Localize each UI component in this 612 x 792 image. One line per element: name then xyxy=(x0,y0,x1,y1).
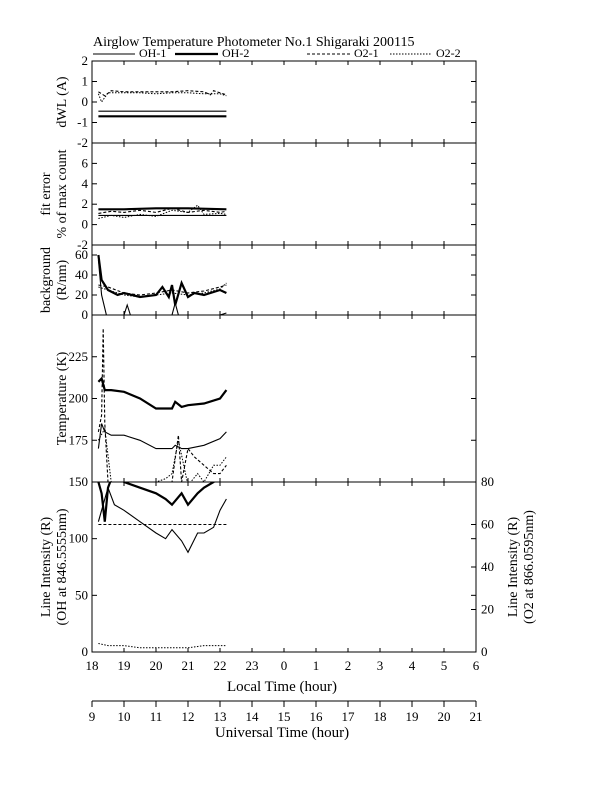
y-tick-label-dwl: -2 xyxy=(77,135,88,150)
y-label2-fit-error: % of max count xyxy=(55,149,70,238)
y-tick-label-dwl: 2 xyxy=(82,53,89,68)
series-line-intensity-o2-2 xyxy=(98,643,227,649)
x-tick-label-local: 6 xyxy=(473,658,480,673)
x-tick-label-local: 1 xyxy=(313,658,320,673)
x-tick-label-ut: 13 xyxy=(214,709,227,724)
legend: OH-1 OH-2 O2-1 O2-2 xyxy=(93,46,461,60)
y-tick-label-temperature: 175 xyxy=(69,432,89,447)
x-tick-label-local: 4 xyxy=(409,658,416,673)
series-fit-error-oh-2 xyxy=(98,207,227,211)
x-label-ut: Universal Time (hour) xyxy=(215,725,349,741)
panel-frame-temperature xyxy=(91,314,477,483)
x-axes: 18 19 20 21 22 23 0 1 2 3 4 5 69 10 11 12 13 14 15 16 17 18 19… xyxy=(86,658,483,724)
series-temperature-o2-1 xyxy=(97,328,227,482)
y-label-fit-error: fit error xyxy=(39,172,54,215)
x-tick-label-ut: 17 xyxy=(342,709,356,724)
legend-label-oh-2: OH-2 xyxy=(222,46,249,60)
y-tick-label-right-line-intensity: 80 xyxy=(481,474,494,489)
y-tick-label-fit-error: -2 xyxy=(77,237,88,252)
y-label-background: background xyxy=(39,247,54,313)
series-temperature-oh-1 xyxy=(97,423,227,450)
panel-frame-dwl xyxy=(91,60,477,144)
series-line-intensity-oh-2 xyxy=(97,482,215,522)
x-tick-label-local: 18 xyxy=(86,658,99,673)
y-tick-label-background: 40 xyxy=(75,267,88,282)
series-fit-error-o2-1 xyxy=(98,207,227,214)
y-label-right-line-intensity: Line Intensity (R) xyxy=(506,517,521,618)
legend-label-o2-2: O2-2 xyxy=(436,46,461,60)
y-tick-label-dwl: -1 xyxy=(77,115,88,130)
x-tick-label-local: 20 xyxy=(150,658,163,673)
x-tick-label-ut: 9 xyxy=(89,709,96,724)
x-tick-label-local: 19 xyxy=(118,658,131,673)
y-tick-label-right-line-intensity: 20 xyxy=(481,602,494,617)
y-tick-label-fit-error: 0 xyxy=(82,217,89,232)
x-tick-label-local: 21 xyxy=(182,658,195,673)
y-label2-background: (R/nm) xyxy=(55,259,70,300)
x-tick-label-local: 2 xyxy=(345,658,352,673)
series-background-o2-1 xyxy=(98,284,227,296)
y-label-dwl: dWL (A) xyxy=(55,76,70,128)
y-tick-label-dwl: 1 xyxy=(82,74,89,89)
y-label-temperature: Temperature (K) xyxy=(55,351,70,445)
y-tick-label-line-intensity: 50 xyxy=(75,587,88,602)
x-tick-label-local: 3 xyxy=(377,658,384,673)
y-tick-label-background: 20 xyxy=(75,287,88,302)
series-temperature-o2-2 xyxy=(97,426,227,482)
series-fit-error-o2-2 xyxy=(98,204,227,219)
y-tick-label-fit-error: 6 xyxy=(82,155,89,170)
panel-dwl: -2 -1 0 1 2 dWL (A) xyxy=(55,53,477,150)
panels: -2 -1 0 1 2 dWL (A) -2 0 2 4 6 fit error% of max co… xyxy=(39,53,537,659)
x-tick-label-ut: 14 xyxy=(246,709,260,724)
series-background-oh-2 xyxy=(97,254,227,306)
x-tick-label-local: 23 xyxy=(246,658,259,673)
series-dwl-o2-2 xyxy=(97,92,227,104)
y-tick-label-background: 60 xyxy=(75,247,88,262)
series-line-intensity-oh-1 xyxy=(97,485,227,554)
y-tick-label-line-intensity: 150 xyxy=(69,474,89,489)
panel-background: 0 20 40 60 background (R/nm) xyxy=(39,244,477,322)
y-label2-line-intensity: (OH at 846.5555nm) xyxy=(55,508,70,625)
x-tick-label-ut: 10 xyxy=(118,709,131,724)
x-label-local: Local Time (hour) xyxy=(227,679,337,695)
x-tick-label-ut: 20 xyxy=(438,709,451,724)
panel-frame-background xyxy=(91,244,477,316)
y-tick-label-background: 0 xyxy=(82,307,89,322)
x-tick-label-local: 0 xyxy=(281,658,288,673)
y-tick-label-dwl: 0 xyxy=(82,94,89,109)
x-tick-label-ut: 18 xyxy=(374,709,387,724)
legend-label-oh-1: OH-1 xyxy=(139,46,166,60)
y-tick-label-right-line-intensity: 0 xyxy=(481,644,488,659)
panel-fit-error: -2 0 2 4 6 fit error% of max count xyxy=(39,142,477,252)
y-label-right2-line-intensity: (O2 at 866.0595nm) xyxy=(522,510,537,624)
y-tick-label-line-intensity: 100 xyxy=(69,531,89,546)
series-dwl-o2-1 xyxy=(98,90,227,97)
y-tick-label-line-intensity: 0 xyxy=(82,644,89,659)
x-tick-label-local: 5 xyxy=(441,658,448,673)
x-tick-label-ut: 11 xyxy=(150,709,163,724)
x-tick-label-ut: 12 xyxy=(182,709,195,724)
y-tick-label-temperature: 225 xyxy=(69,349,89,364)
x-tick-label-ut: 16 xyxy=(310,709,324,724)
y-tick-label-right-line-intensity: 40 xyxy=(481,559,494,574)
chart-title: Airglow Temperature Photometer No.1 Shig… xyxy=(93,35,414,50)
series-background-o2-2 xyxy=(98,282,227,298)
series-temperature-oh-2 xyxy=(97,376,228,410)
legend-label-o2-1: O2-1 xyxy=(354,46,379,60)
y-tick-label-right-line-intensity: 60 xyxy=(481,517,494,532)
y-tick-label-fit-error: 4 xyxy=(82,176,89,191)
x-tick-label-local: 22 xyxy=(214,658,227,673)
panel-frame-line-intensity xyxy=(91,481,477,653)
x-tick-label-ut: 19 xyxy=(406,709,419,724)
y-tick-label-fit-error: 2 xyxy=(82,196,89,211)
panel-frame-fit-error xyxy=(91,142,477,246)
x-tick-label-ut: 15 xyxy=(278,709,291,724)
x-tick-label-ut: 21 xyxy=(470,709,483,724)
y-label-line-intensity: Line Intensity (R) xyxy=(39,517,54,618)
y-tick-label-temperature: 200 xyxy=(69,391,89,406)
